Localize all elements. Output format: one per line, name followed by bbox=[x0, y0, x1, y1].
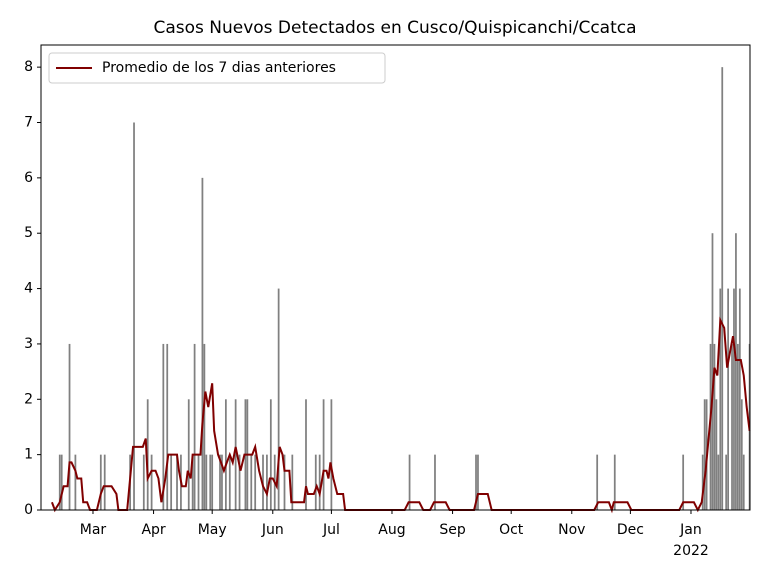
y-tick-label: 6 bbox=[24, 170, 33, 186]
y-tick-label: 3 bbox=[24, 336, 33, 352]
bar bbox=[219, 454, 221, 510]
bar bbox=[133, 122, 135, 510]
x-tick-label: Oct bbox=[499, 522, 524, 538]
y-tick-label: 8 bbox=[24, 59, 33, 75]
bar bbox=[201, 177, 204, 510]
bar bbox=[209, 454, 212, 510]
bar bbox=[197, 454, 200, 510]
bar bbox=[170, 454, 173, 510]
bar bbox=[283, 454, 286, 510]
bar bbox=[613, 454, 616, 510]
bar bbox=[162, 343, 165, 510]
bar bbox=[703, 399, 706, 510]
legend-box bbox=[48, 52, 386, 84]
bar bbox=[314, 454, 317, 510]
bar bbox=[475, 454, 477, 510]
bar bbox=[103, 454, 106, 510]
chart-title: Casos Nuevos Detectados en Cusco/Quispic… bbox=[153, 18, 636, 38]
x-tick-label: Nov bbox=[558, 522, 585, 538]
bar bbox=[228, 454, 231, 510]
average-line bbox=[51, 316, 751, 514]
bar bbox=[291, 454, 294, 510]
y-tick-label: 2 bbox=[24, 391, 33, 407]
bar bbox=[735, 233, 737, 510]
bar bbox=[74, 454, 77, 510]
bar bbox=[68, 343, 71, 510]
bar bbox=[146, 399, 149, 510]
y-tick-label: 4 bbox=[24, 281, 33, 297]
bar bbox=[715, 399, 718, 510]
bar bbox=[58, 454, 61, 510]
bar bbox=[193, 343, 196, 510]
bar bbox=[740, 399, 743, 510]
x-tick-label: Mar bbox=[80, 522, 107, 538]
bar bbox=[187, 399, 190, 510]
bar bbox=[322, 399, 325, 510]
bar bbox=[266, 454, 268, 510]
bar bbox=[166, 343, 169, 510]
x-tick-label: May bbox=[198, 522, 227, 538]
bar bbox=[713, 343, 716, 510]
bar bbox=[238, 454, 241, 510]
bar bbox=[738, 288, 741, 510]
bar bbox=[721, 67, 724, 511]
bar bbox=[719, 288, 722, 510]
x-tick-year: 2022 bbox=[673, 543, 709, 559]
bar bbox=[176, 454, 178, 510]
x-tick-label: Aug bbox=[378, 522, 405, 538]
bar bbox=[211, 454, 214, 510]
x-tick-label: Apr bbox=[141, 522, 165, 538]
bar bbox=[701, 454, 704, 510]
bar bbox=[191, 454, 194, 510]
bar bbox=[269, 399, 272, 510]
y-tick-label: 7 bbox=[24, 115, 33, 131]
bar bbox=[99, 454, 102, 510]
bar bbox=[733, 288, 735, 510]
bar bbox=[682, 454, 685, 510]
legend-label: Promedio de los 7 dias anteriores bbox=[102, 60, 336, 76]
bar bbox=[731, 343, 733, 510]
bar bbox=[330, 399, 333, 510]
x-tick-label: Jan bbox=[679, 522, 702, 538]
bar bbox=[203, 343, 206, 510]
bar bbox=[142, 454, 145, 510]
bar bbox=[408, 454, 411, 510]
bar bbox=[717, 454, 720, 510]
x-tick-label: Jul bbox=[322, 522, 340, 538]
y-tick-label: 1 bbox=[24, 447, 33, 463]
bar bbox=[727, 288, 729, 510]
y-tick-label: 5 bbox=[24, 225, 33, 241]
bar bbox=[318, 454, 321, 510]
bar bbox=[254, 454, 257, 510]
y-tick-label: 0 bbox=[24, 502, 33, 518]
bar bbox=[305, 399, 307, 510]
bar bbox=[221, 454, 223, 510]
bar bbox=[596, 454, 599, 510]
bar bbox=[725, 454, 728, 510]
bar bbox=[150, 454, 153, 510]
plot-frame bbox=[40, 44, 751, 511]
x-tick-label: Sep bbox=[439, 522, 466, 538]
bar bbox=[60, 454, 63, 510]
x-tick-label: Dec bbox=[617, 522, 644, 538]
bar bbox=[711, 233, 714, 510]
bar bbox=[250, 454, 253, 510]
bar bbox=[234, 399, 237, 510]
bar bbox=[742, 454, 745, 510]
x-tick-label: Jun bbox=[261, 522, 284, 538]
bar bbox=[737, 343, 739, 510]
bar bbox=[224, 399, 227, 510]
bar bbox=[205, 454, 208, 510]
bar bbox=[277, 288, 280, 510]
bar bbox=[477, 454, 479, 510]
bar bbox=[434, 454, 436, 510]
